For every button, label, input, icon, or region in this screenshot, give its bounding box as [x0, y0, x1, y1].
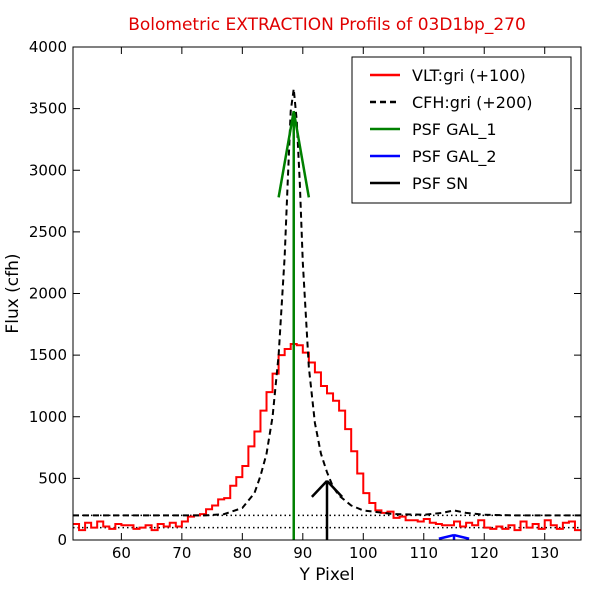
- chart-title: Bolometric EXTRACTION Profils of 03D1bp_…: [128, 15, 526, 35]
- y-tick-label: 1500: [29, 346, 67, 364]
- y-tick-label: 1000: [29, 408, 67, 426]
- legend-entry-2: PSF GAL_1: [412, 120, 497, 140]
- x-axis-label: Y Pixel: [298, 565, 354, 585]
- series-vlt-line: [73, 343, 581, 532]
- psf-marker-3: [438, 533, 470, 540]
- y-tick-label: 2500: [29, 223, 67, 241]
- series-cfh-line: [73, 88, 581, 517]
- legend-entry-0: VLT:gri (+100): [412, 66, 526, 85]
- y-tick-label: 3000: [29, 161, 67, 179]
- y-tick-label: 0: [57, 531, 67, 549]
- psf-head-right-2: [292, 110, 311, 198]
- x-tick-label: 90: [293, 544, 312, 562]
- legend-entry-1: CFH:gri (+200): [412, 93, 533, 112]
- y-tick-label: 4000: [29, 38, 67, 56]
- psf-head-left-3: [438, 533, 455, 540]
- psf-head-right-4: [326, 479, 344, 498]
- axes-ticks: 60 70 80 90 100 110 120 130 0 500 1000 1500 2000 2500…: [29, 38, 581, 562]
- y-tick-label: 3500: [29, 100, 67, 118]
- y-tick-label: 500: [38, 469, 67, 487]
- legend: VLT:gri (+100) CFH:gri (+200) PSF GAL_1 PSF…: [351, 56, 572, 204]
- plot-area: [73, 88, 581, 540]
- psf-marker-2: [277, 110, 311, 540]
- x-tick-label: 120: [470, 544, 499, 562]
- y-tick-label: 2000: [29, 285, 67, 303]
- x-tick-label: 130: [530, 544, 559, 562]
- psf-head-left-2: [277, 110, 295, 198]
- x-tick-label: 80: [233, 544, 252, 562]
- psf-marker-4: [310, 479, 344, 540]
- x-tick-label: 110: [409, 544, 438, 562]
- legend-entry-4: PSF SN: [412, 174, 468, 193]
- psf-head-left-4: [310, 479, 328, 498]
- x-tick-label: 60: [112, 544, 131, 562]
- legend-entry-3: PSF GAL_2: [412, 147, 497, 167]
- x-tick-label: 70: [172, 544, 191, 562]
- psf-head-right-3: [453, 533, 470, 540]
- x-tick-label: 100: [349, 544, 378, 562]
- plot-inner: [73, 88, 581, 540]
- y-axis-label: Flux (cfh): [3, 253, 23, 333]
